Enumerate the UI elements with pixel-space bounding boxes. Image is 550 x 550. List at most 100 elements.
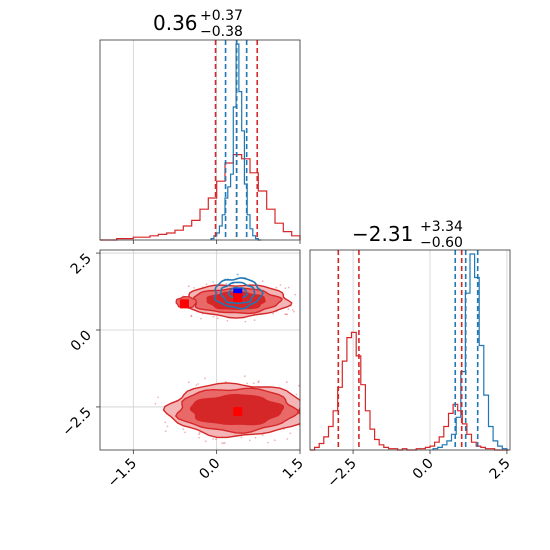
joint-y-tick-label-0: −2.5 (59, 404, 94, 439)
title-x1-minus: −0.38 (200, 24, 243, 40)
axis-ticks: −1.5 0.0 1.5 −2.5 0.0 2.5 −2.5 0.0 2.5 (59, 240, 514, 491)
series-b-scatter-point (252, 382, 255, 385)
series-b-scatter-point (258, 380, 260, 383)
series-b-scatter-point (154, 402, 157, 405)
series-b-scatter-point (254, 436, 257, 439)
x2-hist-series-b (310, 331, 509, 451)
series-b-scatter-point (221, 442, 223, 444)
series-b-scatter-point (200, 317, 202, 320)
joint-panel (99, 249, 324, 451)
series-b-scatter-point (214, 438, 217, 441)
series-b-scatter-point (261, 434, 264, 436)
series-b-scatter-point (223, 442, 226, 444)
series-b-scatter-point (273, 439, 276, 442)
series-b-scatter-point (279, 284, 282, 286)
series-b-scatter-point (198, 431, 201, 434)
series-b-scatter-point (286, 438, 289, 440)
series-b-scatter-point (190, 314, 193, 317)
title-x2-value: −2.31 (352, 222, 413, 246)
series-b-scatter-point (198, 433, 201, 436)
marginal-x2-panel (309, 249, 511, 451)
joint-y-tick-label-1: 0.0 (68, 328, 95, 355)
series-b-scatter-point (289, 432, 292, 435)
series-b-scatter-point (184, 431, 187, 434)
series-b-scatter-point (303, 300, 305, 302)
series-b-scatter-point (204, 440, 207, 443)
series-b-scatter-point (267, 441, 269, 444)
series-b-scatter-point (291, 309, 294, 311)
series-b-scatter-point (275, 286, 278, 289)
series-a-scatter-point (236, 273, 239, 276)
marginal-x1-panel (99, 39, 301, 241)
series-a-contour-mid (220, 281, 256, 305)
right-x-tick-label-1: 0.0 (410, 456, 437, 483)
series-a-contour-outer (213, 277, 264, 310)
x1-hist-series-b (100, 154, 301, 241)
series-b-scatter-point (304, 300, 306, 302)
series-b-scatter-point (187, 285, 190, 288)
series-b-scatter-point (187, 381, 190, 384)
series-b-scatter-point (306, 302, 308, 304)
series-b-scatter-point (222, 442, 225, 445)
series-b-scatter-point (246, 382, 249, 385)
series-b-scatter-point (315, 421, 317, 423)
right-frame (309, 249, 511, 451)
marker-square-2 (233, 293, 243, 303)
series-b-scatter-point (261, 280, 264, 282)
series-b-scatter-point (315, 417, 317, 419)
series-b-scatter-point (240, 436, 243, 439)
series-b-scatter-point (285, 313, 288, 316)
joint-frame (99, 249, 301, 451)
marker-square-1 (179, 299, 189, 309)
series-a-scatter-point (225, 282, 228, 285)
right-x-tick-label-2: 2.5 (487, 456, 514, 483)
series-b-scatter-point (197, 383, 200, 385)
series-b-scatter-point (286, 313, 288, 316)
series-b-scatter-point (322, 418, 324, 420)
series-b-scatter-point (313, 418, 315, 420)
title-x2: −2.31 +3.34 −0.60 (352, 219, 463, 251)
series-b-scatter-point (307, 395, 309, 397)
series-b-scatter-point (204, 377, 206, 380)
series-b-scatter-point (306, 425, 308, 427)
series-b-scatter-point (293, 310, 295, 313)
series-b-scatter-point (205, 283, 208, 286)
right-x-tick-label-0: −2.5 (325, 456, 360, 491)
joint-y-tick-label-2: 2.5 (68, 251, 95, 278)
series-b-scatter-point (287, 308, 290, 310)
series-b-scatter-point (302, 428, 304, 430)
series-b-scatter-point (244, 320, 247, 323)
series-b-scatter-point (193, 287, 195, 289)
series-b-scatter-point (212, 438, 215, 440)
title-x1: 0.36 +0.37 −0.38 (153, 8, 243, 40)
series-b-scatter-point (198, 436, 200, 439)
series-b-scatter-point (308, 419, 310, 421)
series-b-scatter-point (285, 381, 288, 384)
series-b-scatter-point (157, 396, 160, 399)
series-b-scatter-point (295, 393, 298, 396)
series-b-scatter-point (164, 430, 167, 432)
series-b-scatter-point (248, 439, 251, 442)
series-b-scatter-point (257, 381, 260, 384)
marker-square-0 (233, 288, 243, 298)
series-b-scatter-point (190, 315, 193, 318)
top-frame (99, 39, 301, 241)
series-b-scatter-point (305, 301, 307, 303)
series-b-scatter-point (300, 416, 302, 418)
series-b-scatter-point (226, 319, 229, 322)
marker-square-3 (233, 407, 243, 417)
joint-x-tick-label-0: −1.5 (105, 456, 140, 491)
series-a-scatter-point (212, 281, 215, 283)
series-b-scatter-point (243, 375, 246, 378)
title-x2-minus: −0.60 (420, 235, 463, 251)
series-b-scatter-point (302, 297, 304, 299)
series-b-scatter-point (253, 319, 256, 322)
title-x1-value: 0.36 (153, 11, 198, 35)
title-x1-plus: +0.37 (200, 8, 243, 24)
title-x2-plus: +3.34 (420, 219, 463, 235)
series-b-scatter-point (298, 384, 300, 387)
series-b-scatter-point (212, 315, 215, 318)
series-b-scatter-point (287, 286, 290, 289)
series-b-scatter-point (216, 317, 219, 320)
